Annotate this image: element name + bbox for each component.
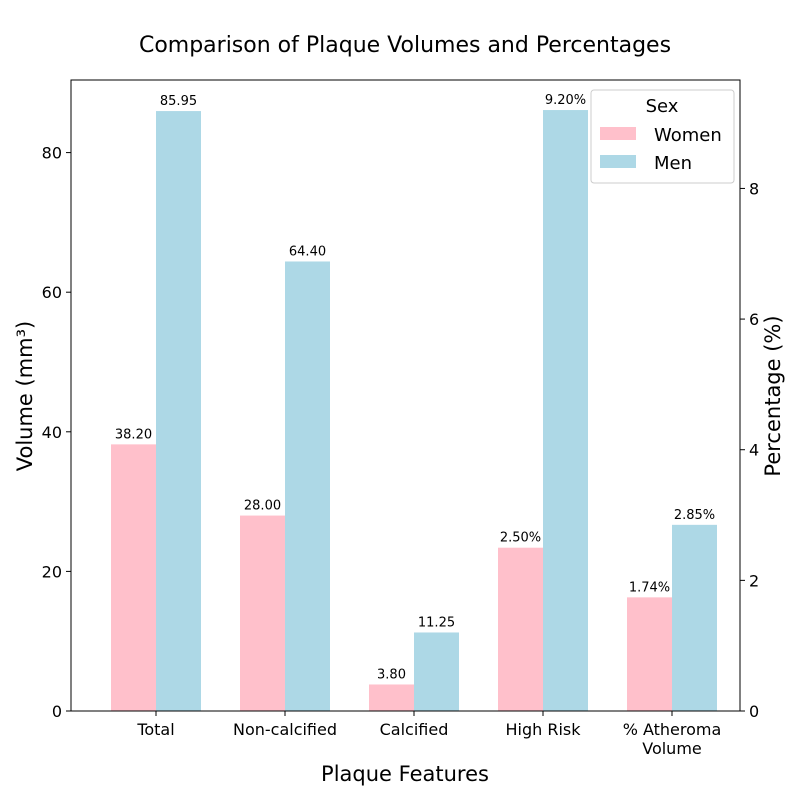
bar-men-4 bbox=[672, 524, 717, 711]
bar-women-2 bbox=[369, 684, 414, 711]
y-left-tick-label-3: 60 bbox=[42, 283, 62, 302]
x-tick-label-2: Calcified bbox=[380, 720, 449, 739]
plot-frame bbox=[70, 79, 741, 712]
y-left-tick-label-1: 20 bbox=[42, 562, 62, 581]
legend-title: Sex bbox=[646, 96, 679, 117]
bar-men-1 bbox=[285, 261, 330, 711]
x-tick-label-3: High Risk bbox=[505, 720, 581, 739]
data-label-women-1: 28.00 bbox=[244, 499, 281, 514]
y-left-tick-label-4: 80 bbox=[42, 144, 62, 163]
legend: Sex Women Men bbox=[590, 89, 735, 184]
data-label-women-0: 38.20 bbox=[115, 427, 152, 442]
y-right-tick-label-4: 8 bbox=[749, 179, 759, 198]
chart-title: Comparison of Plaque Volumes and Percent… bbox=[139, 33, 671, 58]
legend-label-women: Women bbox=[654, 125, 722, 146]
x-tick-label-4: % Atheroma Volume bbox=[623, 720, 722, 758]
bar-women-4 bbox=[627, 597, 672, 711]
bar-women-3 bbox=[498, 547, 543, 711]
y-axis-label-right: Percentage (%) bbox=[761, 315, 785, 476]
data-label-women-3: 2.50% bbox=[500, 531, 541, 546]
data-label-women-4: 1.74% bbox=[629, 580, 670, 595]
data-label-men-4: 2.85% bbox=[674, 508, 715, 523]
bar-women-1 bbox=[240, 515, 285, 711]
x-tick-label-0: Total bbox=[136, 720, 174, 739]
bar-men-2 bbox=[414, 632, 459, 711]
data-label-men-2: 11.25 bbox=[418, 615, 455, 630]
data-label-men-3: 9.20% bbox=[545, 93, 586, 108]
y-right-tick-label-0: 0 bbox=[749, 702, 759, 721]
x-tick-label-1: Non-calcified bbox=[233, 720, 337, 739]
y-right-tick-label-3: 6 bbox=[749, 310, 759, 329]
data-label-men-0: 85.95 bbox=[160, 94, 197, 109]
legend-label-men: Men bbox=[654, 153, 692, 174]
y-left-tick-label-0: 0 bbox=[52, 702, 62, 721]
y-right-tick-label-2: 4 bbox=[749, 441, 759, 460]
bar-men-3 bbox=[543, 110, 588, 712]
data-label-women-2: 3.80 bbox=[377, 667, 406, 682]
legend-swatch-men bbox=[600, 155, 636, 168]
bar-men-0 bbox=[156, 111, 201, 711]
legend-swatch-women bbox=[600, 127, 636, 140]
y-right-tick-label-1: 2 bbox=[749, 571, 759, 590]
plot-area: 38.20 85.95 Total 28.00 64.40 Non-calcified 3.… bbox=[42, 93, 760, 758]
x-axis-label: Plaque Features bbox=[321, 762, 489, 786]
y-axis-label-left: Volume (mm³) bbox=[13, 321, 37, 472]
bar-women-0 bbox=[111, 444, 156, 711]
y-left-tick-label-2: 40 bbox=[42, 423, 62, 442]
data-label-men-1: 64.40 bbox=[289, 244, 326, 259]
